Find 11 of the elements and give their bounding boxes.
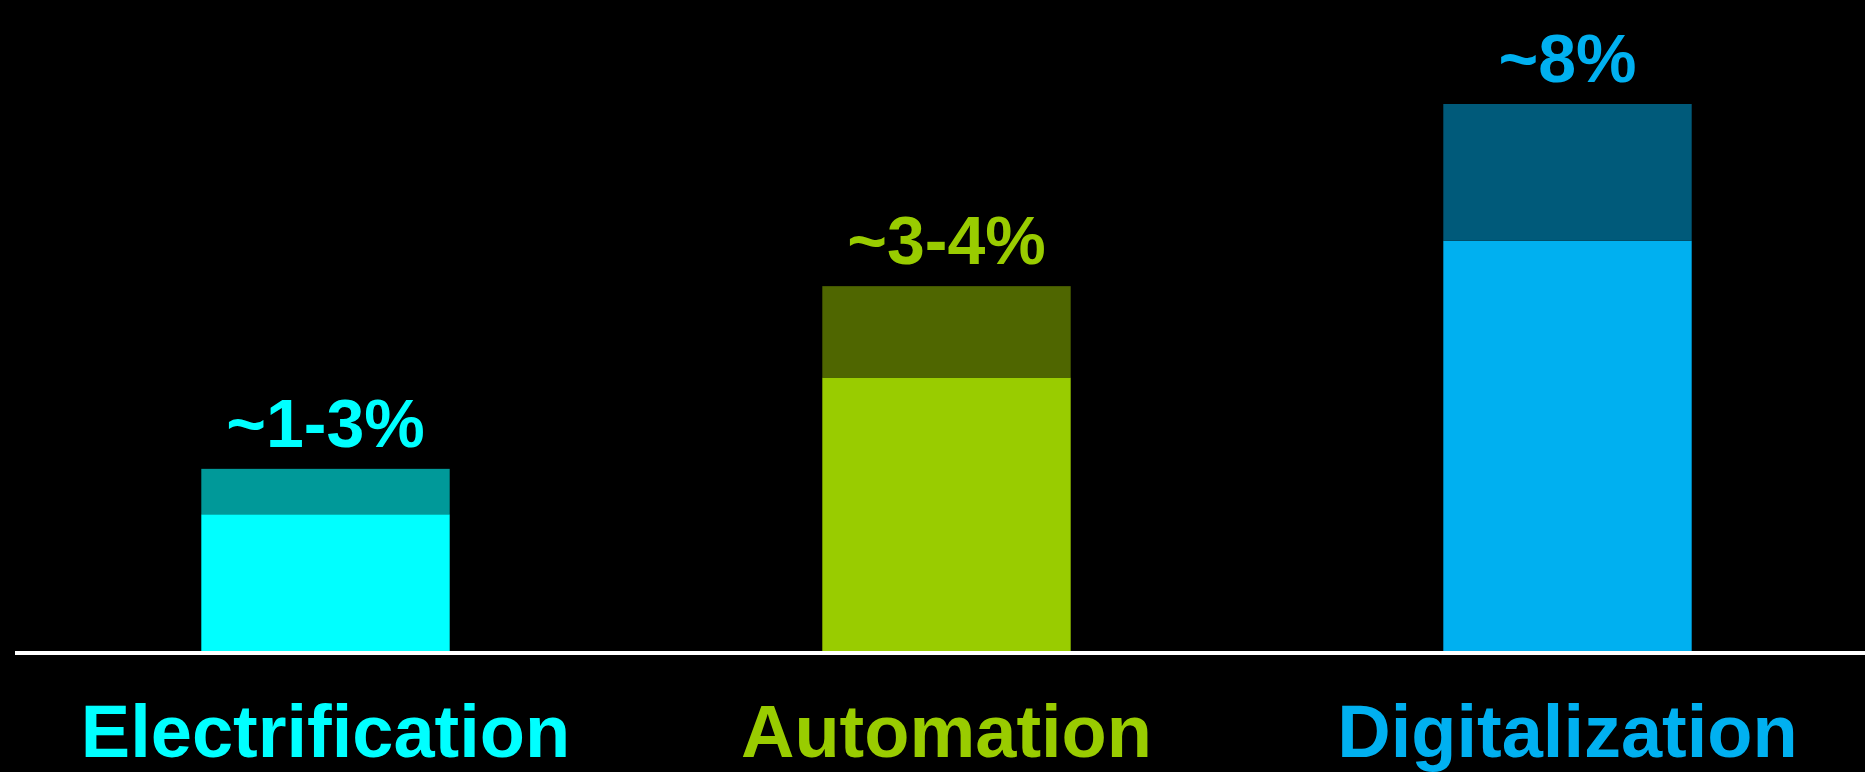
bar [822,377,1071,651]
bar [822,286,1071,378]
bar [1443,104,1692,241]
bar [201,514,450,651]
annotation: ~3-4% [847,202,1046,279]
bar [201,468,450,515]
x-tick-label: Electrification [80,690,571,772]
bar [1443,240,1692,651]
x-tick-label: Automation [740,690,1153,772]
annotation: ~1-3% [226,384,425,461]
annotation: ~8% [1498,20,1637,96]
